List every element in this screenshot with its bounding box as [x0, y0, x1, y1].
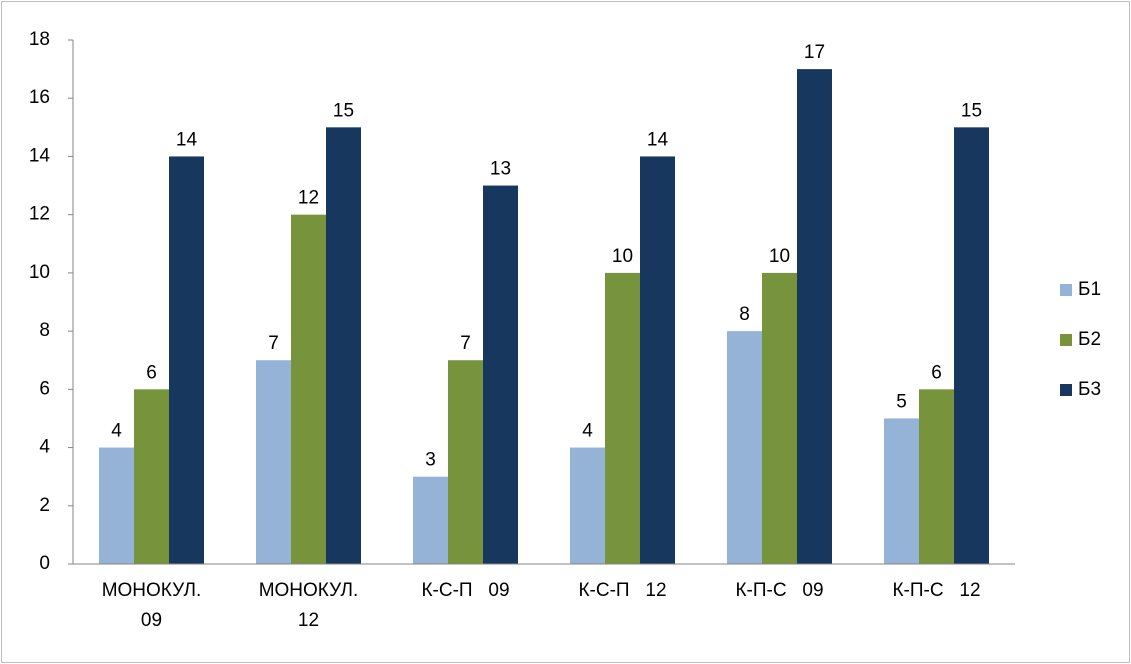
legend-swatch — [1060, 284, 1072, 296]
data-label: 7 — [460, 333, 471, 354]
bar — [919, 389, 954, 564]
bar — [291, 214, 326, 564]
data-label: 12 — [298, 188, 319, 209]
data-label: 10 — [612, 246, 633, 267]
bar — [413, 476, 448, 564]
data-label: 15 — [333, 100, 354, 121]
y-tick-label: 8 — [39, 320, 50, 341]
data-label: 17 — [804, 42, 825, 63]
legend-label: Б2 — [1078, 329, 1101, 350]
data-label: 14 — [176, 129, 198, 150]
data-label: 14 — [647, 129, 669, 150]
y-tick-label: 10 — [29, 262, 50, 283]
data-label: 13 — [490, 159, 511, 180]
x-tick-label: К-С-П 12 — [578, 580, 667, 601]
bar — [134, 389, 169, 564]
x-tick-label: К-П-С 09 — [735, 580, 824, 601]
data-label: 7 — [268, 333, 279, 354]
bar — [954, 127, 989, 564]
legend-label: Б3 — [1078, 379, 1101, 400]
y-tick-label: 4 — [39, 437, 50, 458]
y-tick-label: 12 — [29, 204, 50, 225]
data-label: 15 — [961, 100, 982, 121]
y-tick-label: 0 — [39, 553, 50, 574]
legend-label: Б1 — [1078, 279, 1101, 300]
bar — [169, 156, 204, 564]
x-tick-label: МОНОКУЛ. 09 — [101, 580, 207, 631]
bar — [256, 360, 291, 564]
y-tick-label: 14 — [29, 145, 51, 166]
bar — [326, 127, 361, 564]
bar — [884, 418, 919, 564]
data-label: 4 — [582, 421, 593, 442]
bar — [640, 156, 675, 564]
x-tick-label: К-П-С 12 — [892, 580, 981, 601]
x-tick-label: МОНОКУЛ. 12 — [258, 580, 364, 631]
bar — [727, 331, 762, 564]
bar — [797, 69, 832, 564]
bar — [762, 272, 797, 564]
bar — [99, 447, 134, 564]
y-tick-label: 18 — [29, 29, 50, 50]
y-tick-label: 2 — [39, 495, 50, 516]
y-tick-label: 16 — [29, 87, 50, 108]
data-label: 5 — [896, 391, 907, 412]
data-label: 8 — [739, 304, 750, 325]
data-label: 4 — [111, 421, 122, 442]
data-label: 6 — [146, 362, 157, 383]
bar — [605, 272, 640, 564]
y-tick-label: 6 — [39, 378, 50, 399]
legend-swatch — [1060, 384, 1072, 396]
data-label: 6 — [931, 362, 942, 383]
bar — [570, 447, 605, 564]
bar — [448, 360, 483, 564]
legend-swatch — [1060, 334, 1072, 346]
x-tick-label: К-С-П 09 — [421, 580, 510, 601]
data-label: 3 — [425, 450, 436, 471]
bar — [483, 185, 518, 565]
data-label: 10 — [769, 246, 790, 267]
